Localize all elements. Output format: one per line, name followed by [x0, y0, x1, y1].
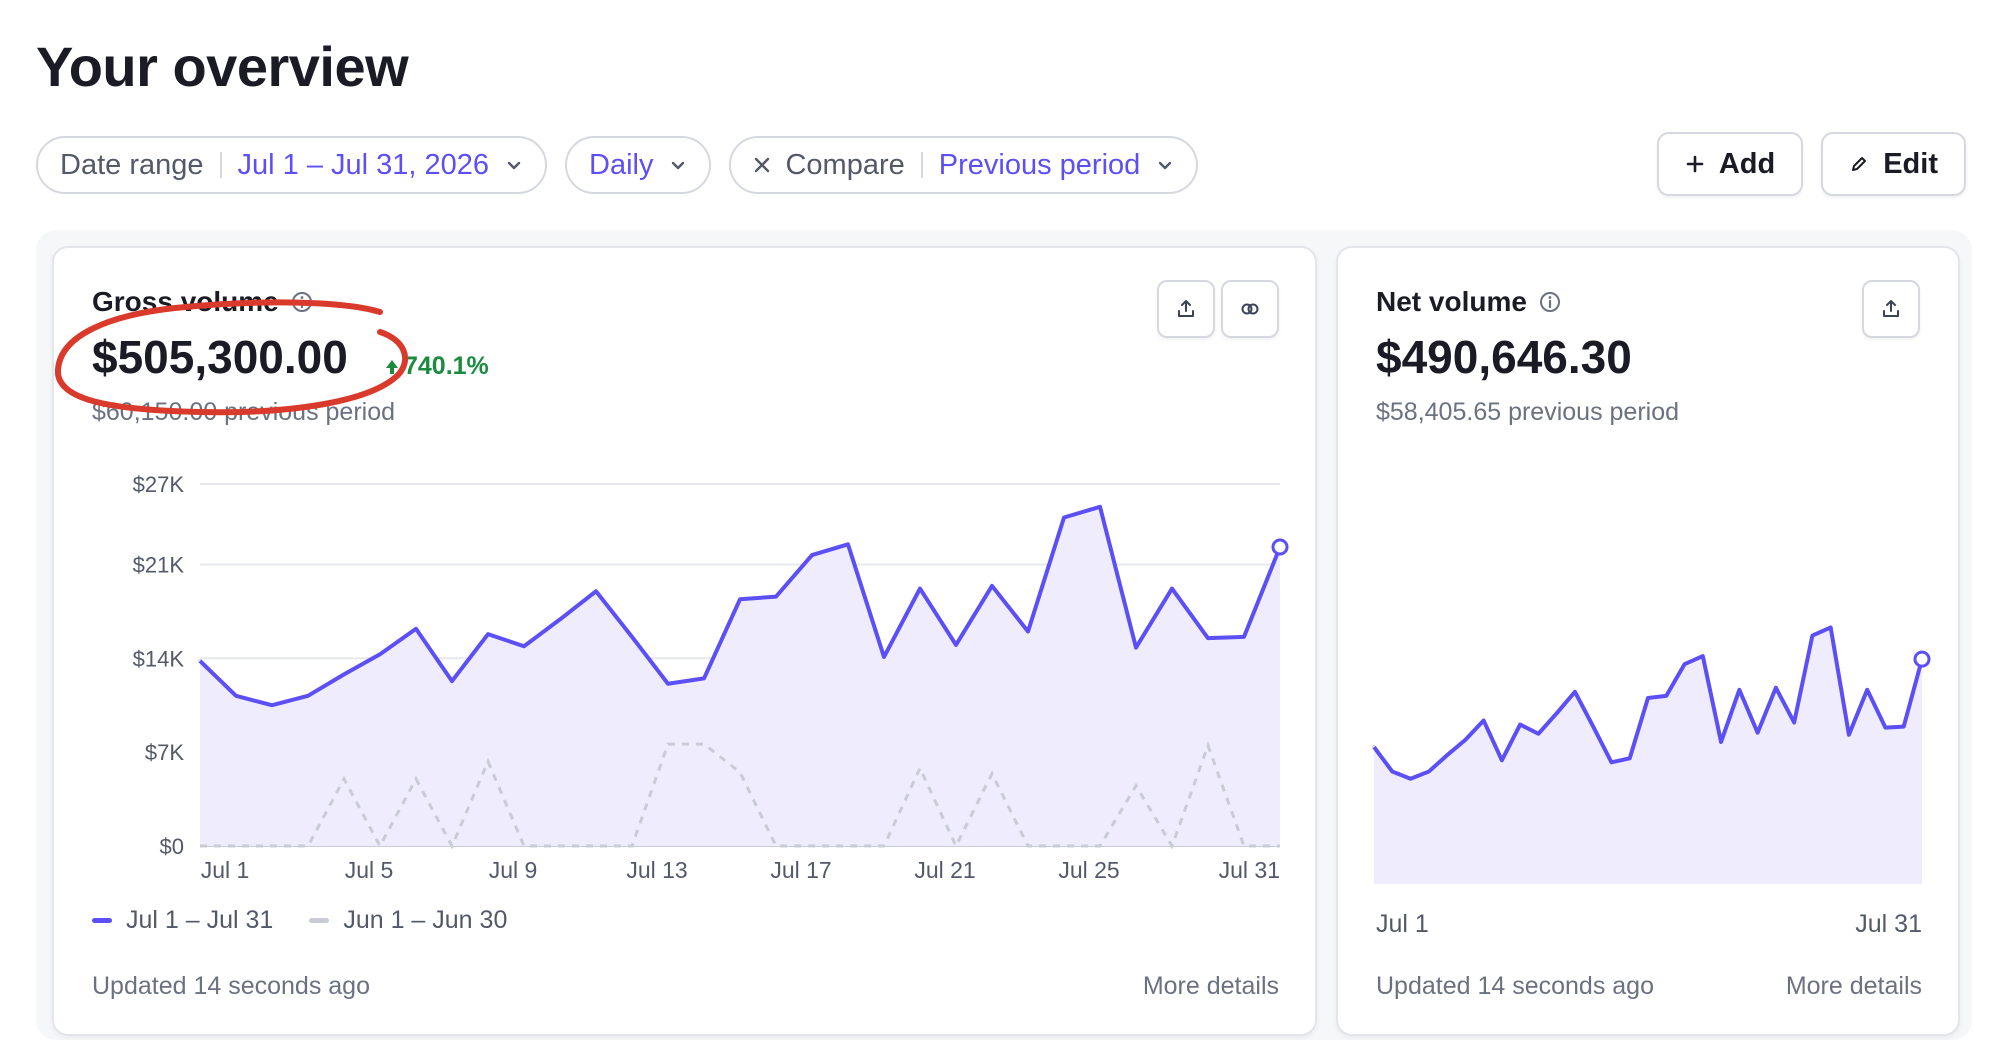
- y-tick-label: $0: [160, 834, 184, 859]
- chevron-down-icon: [505, 156, 523, 174]
- series-line-previous: [200, 740, 1280, 850]
- y-tick-label: $14K: [133, 646, 185, 671]
- close-icon[interactable]: [753, 156, 771, 174]
- x-tick-label: Jul 1: [201, 857, 250, 883]
- upload-icon: [1175, 298, 1197, 320]
- add-button[interactable]: Add: [1656, 132, 1804, 196]
- series-area-net: [1374, 627, 1922, 884]
- net-volume-value: $490,646.30: [1376, 331, 1632, 383]
- legend-label-current: Jul 1 – Jul 31: [126, 906, 274, 934]
- add-button-label: Add: [1718, 147, 1776, 180]
- filter-bar: Date range Jul 1 – Jul 31, 2026 Daily Co…: [36, 136, 1199, 196]
- legend-item-current[interactable]: Jul 1 – Jul 31: [92, 906, 273, 935]
- pencil-icon: [1849, 154, 1869, 174]
- date-range-filter[interactable]: Date range Jul 1 – Jul 31, 2026: [36, 136, 548, 194]
- export-button[interactable]: [1157, 280, 1215, 338]
- interval-filter[interactable]: Daily: [565, 136, 712, 194]
- gross-volume-delta: 740.1%: [384, 352, 489, 381]
- legend-label-previous: Jun 1 – Jun 30: [343, 906, 508, 934]
- x-tick-label: Jul 25: [1058, 857, 1119, 883]
- net-volume-title: Net volume: [1376, 286, 1527, 317]
- gross-volume-more-details-link[interactable]: More details: [1142, 972, 1279, 1000]
- edit-button[interactable]: Edit: [1821, 132, 1966, 196]
- info-icon[interactable]: [1539, 291, 1561, 313]
- chevron-down-icon: [1156, 156, 1174, 174]
- net-volume-more-details-link[interactable]: More details: [1785, 972, 1922, 1000]
- data-point-net: [1913, 650, 1931, 668]
- x-tick-label: Jul 9: [489, 857, 538, 883]
- compare-label: Compare: [785, 148, 905, 181]
- chevron-down-icon: [669, 156, 687, 174]
- y-tick-label: $7K: [145, 740, 184, 765]
- gross-volume-card: Gross volume $505,300.00 740.1% $60,150.…: [52, 246, 1317, 1036]
- upload-icon: [1880, 298, 1902, 320]
- net-volume-chart: [1372, 625, 1931, 884]
- gross-volume-delta-value: 740.1%: [404, 352, 489, 380]
- compare-toggle-button[interactable]: [1221, 280, 1279, 338]
- data-point-current: [1271, 538, 1289, 556]
- x-tick-label: Jul 21: [914, 857, 975, 883]
- x-tick-label: Jul 17: [770, 857, 831, 883]
- compare-value: Previous period: [938, 148, 1141, 181]
- net-axis-start: Jul 1: [1376, 910, 1429, 938]
- y-tick-label: $27K: [133, 472, 185, 497]
- x-tick-label: Jul 31: [1219, 857, 1280, 883]
- page-title: Your overview: [36, 35, 409, 98]
- net-volume-previous: $58,405.65 previous period: [1376, 398, 1680, 426]
- x-tick-label: Jul 13: [626, 857, 687, 883]
- pill-divider: [920, 152, 923, 178]
- gross-volume-chart: $0 $7K $14K $21K $27K Jul 1 Jul 5 Jul 9 Jul 13 Ju…: [133, 472, 1289, 883]
- link-rings-icon: [1239, 298, 1261, 320]
- edit-button-label: Edit: [1883, 147, 1938, 180]
- series-area-current: [200, 506, 1280, 846]
- header-actions: Add Edit: [1656, 132, 1966, 196]
- net-axis-end: Jul 31: [1855, 910, 1922, 938]
- interval-value: Daily: [589, 148, 654, 181]
- legend-swatch-current: [92, 918, 112, 923]
- export-button[interactable]: [1862, 280, 1920, 338]
- date-range-label: Date range: [60, 148, 204, 181]
- compare-filter[interactable]: Compare Previous period: [729, 136, 1199, 194]
- legend-item-previous[interactable]: Jun 1 – Jun 30: [309, 906, 507, 935]
- net-volume-title-row: Net volume: [1376, 286, 1561, 318]
- net-volume-updated: Updated 14 seconds ago: [1376, 972, 1654, 1000]
- plus-icon: [1685, 154, 1705, 174]
- date-range-value: Jul 1 – Jul 31, 2026: [237, 148, 490, 181]
- legend-swatch-previous: [309, 918, 330, 923]
- gross-volume-updated: Updated 14 seconds ago: [92, 972, 370, 1000]
- y-tick-label: $21K: [133, 552, 185, 577]
- gross-volume-legend: Jul 1 – Jul 31 Jun 1 – Jun 30: [92, 906, 507, 935]
- pill-divider: [219, 152, 222, 178]
- net-volume-card: Net volume $490,646.30 $58,405.65 previo…: [1336, 246, 1960, 1036]
- x-tick-label: Jul 5: [345, 857, 394, 883]
